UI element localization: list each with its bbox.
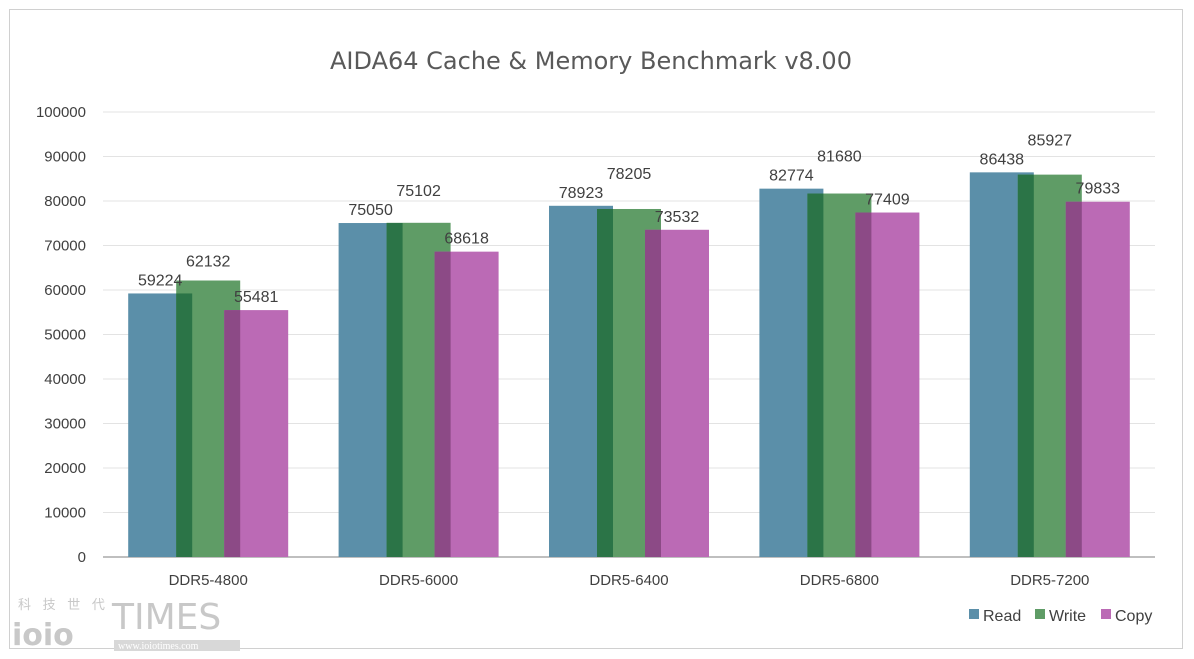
data-label: 79833: [1076, 181, 1121, 198]
bar-overlap: [1065, 201, 1082, 557]
bar-overlap: [386, 223, 403, 557]
legend-swatch: [1101, 609, 1111, 619]
data-label: 86438: [980, 151, 1025, 168]
watermark-logo: 科 技 世 代 ioio TIMES www.ioiotimes.com: [12, 597, 240, 653]
legend-item-copy: Copy: [1101, 608, 1152, 625]
data-label: 68618: [444, 231, 489, 248]
bar-overlap: [645, 229, 661, 557]
watermark-url: www.ioiotimes.com: [118, 641, 199, 652]
watermark-cn: 科 技 世 代: [18, 597, 109, 612]
chart-title: AIDA64 Cache & Memory Benchmark v8.00: [330, 47, 852, 75]
legend-label: Copy: [1115, 608, 1152, 625]
data-label: 62132: [186, 253, 231, 270]
bar-overlap: [1017, 174, 1034, 557]
legend-label: Read: [983, 608, 1021, 625]
data-label: 59224: [138, 272, 183, 289]
watermark-times: TIMES: [111, 597, 221, 638]
data-label: 78205: [607, 166, 652, 183]
x-tick-label: DDR5-4800: [169, 572, 248, 589]
x-tick-label: DDR5-6400: [589, 572, 668, 589]
data-label: 82774: [769, 168, 814, 185]
y-tick-label: 50000: [44, 327, 86, 344]
legend-item-write: Write: [1035, 608, 1086, 625]
watermark-ioio: ioio: [12, 618, 74, 653]
legend-swatch: [969, 609, 979, 619]
y-tick-label: 70000: [44, 238, 86, 255]
y-tick-label: 80000: [44, 193, 86, 210]
data-label: 75050: [348, 202, 393, 219]
y-tick-label: 100000: [36, 104, 86, 121]
y-tick-label: 30000: [44, 416, 86, 433]
bar-overlap: [434, 251, 451, 557]
bar-overlap: [176, 293, 193, 557]
legend-item-read: Read: [969, 608, 1021, 625]
y-tick-label: 60000: [44, 282, 86, 299]
y-tick-label: 90000: [44, 149, 86, 166]
data-label: 55481: [234, 289, 279, 306]
data-label: 75102: [396, 183, 441, 200]
data-label: 77409: [865, 192, 910, 209]
chart-frame: [9, 9, 1183, 649]
data-label: 78923: [559, 185, 604, 202]
legend-swatch: [1035, 609, 1045, 619]
y-tick-label: 10000: [44, 505, 86, 522]
bar-overlap: [224, 310, 241, 557]
data-label: 81680: [817, 149, 862, 166]
bar-overlap: [855, 212, 872, 557]
legend-label: Write: [1049, 608, 1086, 625]
x-tick-label: DDR5-7200: [1010, 572, 1089, 589]
x-tick-label: DDR5-6000: [379, 572, 458, 589]
y-tick-label: 0: [78, 549, 86, 566]
data-label: 73532: [655, 209, 700, 226]
data-label: 85927: [1028, 132, 1073, 149]
y-tick-label: 20000: [44, 460, 86, 477]
bar-overlap: [807, 193, 824, 558]
bar-overlap: [597, 208, 613, 558]
x-tick-label: DDR5-6800: [800, 572, 879, 589]
y-tick-label: 40000: [44, 371, 86, 388]
